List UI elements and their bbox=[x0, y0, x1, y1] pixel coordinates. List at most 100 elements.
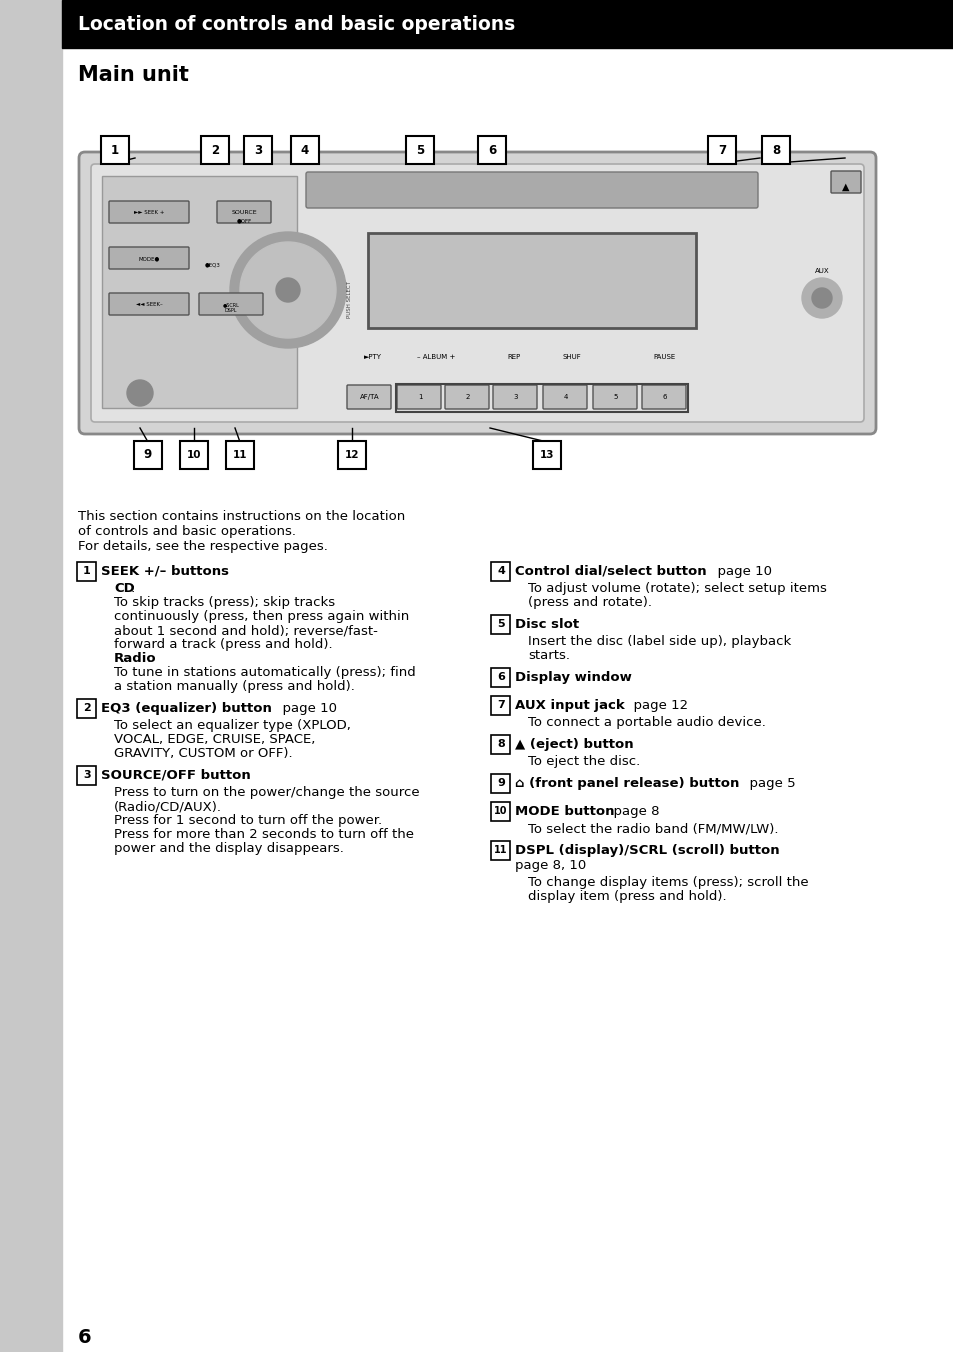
FancyBboxPatch shape bbox=[493, 385, 537, 410]
FancyBboxPatch shape bbox=[491, 773, 510, 792]
FancyBboxPatch shape bbox=[533, 441, 560, 469]
Text: page 5: page 5 bbox=[740, 777, 795, 790]
Text: Display window: Display window bbox=[515, 671, 631, 684]
Text: AUX: AUX bbox=[814, 268, 828, 274]
Text: To tune in stations automatically (press); find: To tune in stations automatically (press… bbox=[113, 667, 416, 679]
Text: For details, see the respective pages.: For details, see the respective pages. bbox=[78, 539, 328, 553]
FancyBboxPatch shape bbox=[101, 137, 129, 164]
FancyBboxPatch shape bbox=[477, 137, 505, 164]
FancyBboxPatch shape bbox=[641, 385, 685, 410]
FancyBboxPatch shape bbox=[244, 137, 272, 164]
Text: ▲: ▲ bbox=[841, 183, 849, 192]
Text: To connect a portable audio device.: To connect a portable audio device. bbox=[527, 717, 765, 729]
Text: SHUF: SHUF bbox=[562, 354, 580, 360]
FancyBboxPatch shape bbox=[542, 385, 586, 410]
Text: PAUSE: PAUSE bbox=[653, 354, 676, 360]
Bar bbox=[368, 233, 696, 329]
Text: page 10: page 10 bbox=[274, 702, 336, 715]
Text: MODE button: MODE button bbox=[515, 804, 614, 818]
Text: display item (press and hold).: display item (press and hold). bbox=[527, 890, 726, 903]
FancyBboxPatch shape bbox=[109, 293, 189, 315]
Text: starts.: starts. bbox=[527, 649, 569, 662]
Text: 10: 10 bbox=[494, 806, 507, 817]
Text: 7: 7 bbox=[497, 700, 504, 710]
FancyBboxPatch shape bbox=[491, 695, 510, 714]
FancyBboxPatch shape bbox=[491, 561, 510, 580]
Text: Main unit: Main unit bbox=[78, 65, 189, 85]
FancyBboxPatch shape bbox=[444, 385, 489, 410]
Text: 1: 1 bbox=[83, 566, 91, 576]
Text: To eject the disc.: To eject the disc. bbox=[527, 754, 639, 768]
FancyBboxPatch shape bbox=[406, 137, 434, 164]
Circle shape bbox=[275, 279, 299, 301]
Text: 9: 9 bbox=[144, 449, 152, 461]
Text: :: : bbox=[147, 652, 152, 665]
Text: page 8: page 8 bbox=[604, 804, 659, 818]
Text: 1: 1 bbox=[111, 143, 119, 157]
Text: 2: 2 bbox=[83, 703, 91, 713]
Circle shape bbox=[230, 233, 346, 347]
FancyBboxPatch shape bbox=[201, 137, 229, 164]
Text: 6: 6 bbox=[662, 393, 666, 400]
Text: 3: 3 bbox=[514, 393, 517, 400]
Text: Location of controls and basic operations: Location of controls and basic operation… bbox=[78, 15, 515, 34]
Circle shape bbox=[127, 380, 152, 406]
Bar bbox=[395, 384, 687, 412]
Text: page 10: page 10 bbox=[708, 565, 771, 579]
Text: 8: 8 bbox=[771, 143, 780, 157]
Text: DSPL (display)/SCRL (scroll) button: DSPL (display)/SCRL (scroll) button bbox=[515, 844, 779, 857]
Text: Control dial/select button: Control dial/select button bbox=[515, 565, 706, 579]
Text: To select the radio band (FM/MW/LW).: To select the radio band (FM/MW/LW). bbox=[527, 822, 778, 836]
Text: 9: 9 bbox=[497, 777, 504, 788]
Text: :: : bbox=[131, 581, 135, 595]
Bar bbox=[62, 0, 953, 49]
Circle shape bbox=[811, 288, 831, 308]
Bar bbox=[102, 176, 296, 408]
FancyBboxPatch shape bbox=[133, 441, 162, 469]
Text: ▲ (eject) button: ▲ (eject) button bbox=[515, 738, 633, 750]
Text: 7: 7 bbox=[718, 143, 725, 157]
Text: MODE●: MODE● bbox=[138, 256, 159, 261]
Text: ●OFF: ●OFF bbox=[236, 218, 252, 223]
FancyBboxPatch shape bbox=[226, 441, 253, 469]
FancyBboxPatch shape bbox=[77, 561, 96, 580]
Text: 3: 3 bbox=[253, 143, 262, 157]
FancyBboxPatch shape bbox=[593, 385, 637, 410]
Text: 11: 11 bbox=[494, 845, 507, 854]
Text: To skip tracks (press); skip tracks: To skip tracks (press); skip tracks bbox=[113, 596, 335, 608]
Text: ►► SEEK +: ►► SEEK + bbox=[133, 210, 164, 215]
FancyBboxPatch shape bbox=[77, 765, 96, 784]
Text: AF/TA: AF/TA bbox=[360, 393, 379, 400]
Text: about 1 second and hold); reverse/fast-: about 1 second and hold); reverse/fast- bbox=[113, 625, 377, 637]
FancyBboxPatch shape bbox=[180, 441, 208, 469]
Text: ►PTY: ►PTY bbox=[364, 354, 381, 360]
Text: Press for more than 2 seconds to turn off the: Press for more than 2 seconds to turn of… bbox=[113, 827, 414, 841]
Text: 1: 1 bbox=[417, 393, 422, 400]
FancyBboxPatch shape bbox=[491, 668, 510, 687]
Text: 5: 5 bbox=[497, 619, 504, 629]
FancyBboxPatch shape bbox=[337, 441, 366, 469]
Text: page 8, 10: page 8, 10 bbox=[515, 859, 586, 872]
Text: Insert the disc (label side up), playback: Insert the disc (label side up), playbac… bbox=[527, 635, 790, 648]
Text: ◄◄ SEEK–: ◄◄ SEEK– bbox=[135, 301, 162, 307]
FancyBboxPatch shape bbox=[109, 201, 189, 223]
Text: forward a track (press and hold).: forward a track (press and hold). bbox=[113, 638, 333, 652]
Text: 4: 4 bbox=[497, 566, 504, 576]
FancyBboxPatch shape bbox=[491, 802, 510, 821]
Text: 6: 6 bbox=[78, 1328, 91, 1347]
Text: PUSH SELECT: PUSH SELECT bbox=[347, 281, 352, 319]
Text: This section contains instructions on the location: This section contains instructions on th… bbox=[78, 510, 405, 523]
Text: page 12: page 12 bbox=[624, 699, 687, 713]
Text: 5: 5 bbox=[416, 143, 424, 157]
Text: VOCAL, EDGE, CRUISE, SPACE,: VOCAL, EDGE, CRUISE, SPACE, bbox=[113, 733, 315, 746]
Text: EQ3 (equalizer) button: EQ3 (equalizer) button bbox=[101, 702, 272, 715]
Text: 6: 6 bbox=[497, 672, 504, 681]
Circle shape bbox=[801, 279, 841, 318]
FancyBboxPatch shape bbox=[199, 293, 263, 315]
Text: Disc slot: Disc slot bbox=[515, 618, 578, 631]
FancyBboxPatch shape bbox=[491, 615, 510, 634]
FancyBboxPatch shape bbox=[91, 164, 863, 422]
Circle shape bbox=[240, 242, 335, 338]
Text: – ALBUM +: – ALBUM + bbox=[416, 354, 455, 360]
FancyBboxPatch shape bbox=[77, 699, 96, 718]
